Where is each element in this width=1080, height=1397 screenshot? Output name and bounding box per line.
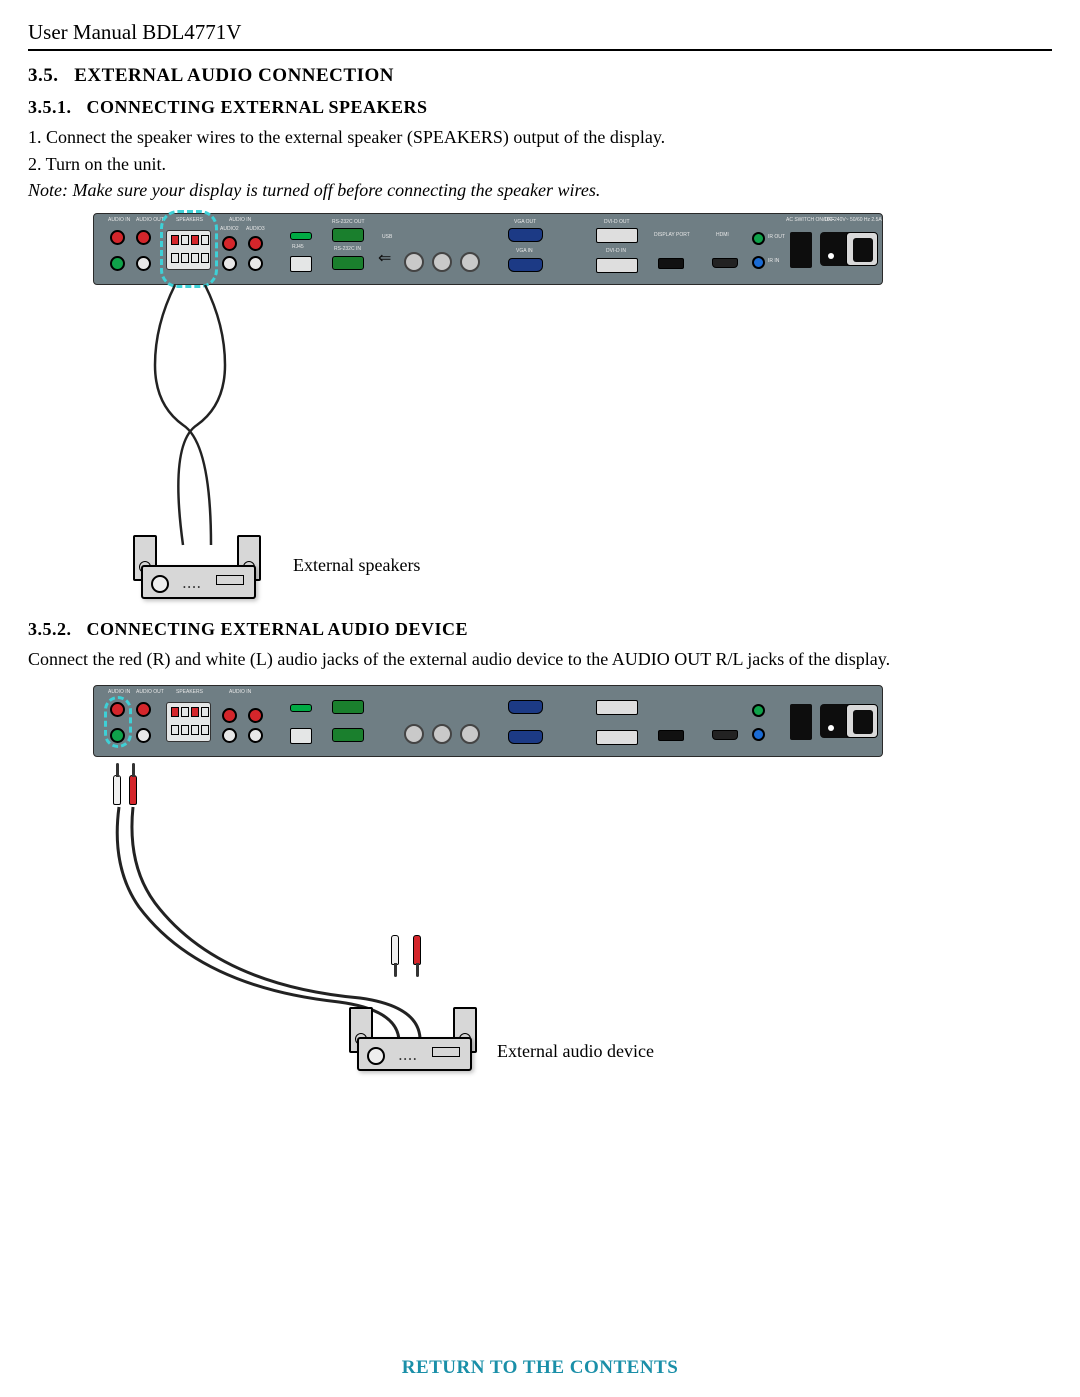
hdmi-port-b xyxy=(712,730,738,740)
bnc-pr xyxy=(460,252,480,272)
bnc-pb xyxy=(432,252,452,272)
audio-in-l-jack xyxy=(110,256,125,271)
highlight-speakers xyxy=(160,210,218,288)
bnc-y-b xyxy=(404,724,424,744)
speaker-terminal-block-b xyxy=(166,702,211,742)
vga-out-port-b xyxy=(508,700,543,714)
subsection-title: CONNECTING EXTERNAL SPEAKERS xyxy=(87,97,428,117)
audio2-r xyxy=(222,236,237,251)
label-audio3: AUDIO3 xyxy=(246,226,265,232)
label-ir-out: IR OUT xyxy=(768,234,785,240)
rj45-led-b xyxy=(290,704,312,712)
heading-3-5-1: 3.5.1. CONNECTING EXTERNAL SPEAKERS xyxy=(28,97,1052,118)
displayport-port-b xyxy=(658,730,684,741)
audio-out-r-jack-b xyxy=(136,702,151,717)
ir-in-jack-b xyxy=(752,728,765,741)
audio3-l-b xyxy=(248,728,263,743)
audio-out-r-jack xyxy=(136,230,151,245)
label-hdmi: HDMI xyxy=(716,232,729,238)
step-1: 1. Connect the speaker wires to the exte… xyxy=(28,124,1052,151)
label-dvi-in: DVI-D IN xyxy=(606,248,626,254)
audio3-r xyxy=(248,236,263,251)
note-3-5-1: Note: Make sure your display is turned o… xyxy=(28,180,1052,201)
rj45-port xyxy=(290,256,312,272)
label-audio-out: AUDIO OUT xyxy=(136,217,164,223)
vga-in-port xyxy=(508,258,543,272)
label-usb: USB xyxy=(382,234,392,240)
ac-switch-b xyxy=(790,704,812,740)
figure-3-5-1: AUDIO IN AUDIO OUT SPEAKERS AUDIO IN AU xyxy=(93,213,1052,605)
subsection-num-2: 3.5.2. xyxy=(28,619,72,639)
heading-3-5: 3.5. EXTERNAL AUDIO CONNECTION xyxy=(28,65,1052,87)
dvi-out-port-b xyxy=(596,700,638,715)
rj45-port-b xyxy=(290,728,312,744)
subsection-title-2: CONNECTING EXTERNAL AUDIO DEVICE xyxy=(87,619,469,639)
usb-icon: ⇐ xyxy=(378,248,391,268)
body-3-5-2: Connect the red (R) and white (L) audio … xyxy=(28,646,1052,673)
section-title: EXTERNAL AUDIO CONNECTION xyxy=(74,65,394,86)
label-audio-in-2b: AUDIO IN xyxy=(229,689,251,695)
rs232-in-port xyxy=(332,256,364,270)
label-dvi-out: DVI-D OUT xyxy=(604,219,630,225)
ac-inlet-b xyxy=(846,704,878,738)
label-rj45: RJ45 xyxy=(292,244,304,250)
label-audio-in: AUDIO IN xyxy=(108,217,130,223)
ir-out-jack-b xyxy=(752,704,765,717)
bnc-y xyxy=(404,252,424,272)
label-audio-out-b: AUDIO OUT xyxy=(136,689,164,695)
display-rear-panel: AUDIO IN AUDIO OUT SPEAKERS AUDIO IN AU xyxy=(93,213,883,285)
rs232-out-port-b xyxy=(332,700,364,714)
bnc-pr-b xyxy=(460,724,480,744)
label-speakers-b: SPEAKERS xyxy=(176,689,203,695)
callout-external-audio-device: External audio device xyxy=(497,1041,654,1062)
section-num: 3.5. xyxy=(28,65,59,86)
label-audio-in-2: AUDIO IN xyxy=(229,217,251,223)
heading-3-5-2: 3.5.2. CONNECTING EXTERNAL AUDIO DEVICE xyxy=(28,619,1052,640)
label-vga-out: VGA OUT xyxy=(514,219,536,225)
label-vga-in: VGA IN xyxy=(516,248,533,254)
highlight-audio-out xyxy=(104,696,132,748)
label-rs232-out: RS-232C OUT xyxy=(332,219,365,225)
rs232-in-port-b xyxy=(332,728,364,742)
callout-external-speakers: External speakers xyxy=(293,555,420,576)
dvi-in-port xyxy=(596,258,638,273)
label-dp: DISPLAY PORT xyxy=(654,232,690,238)
vga-out-port xyxy=(508,228,543,242)
hdmi-port xyxy=(712,258,738,268)
audio2-r-b xyxy=(222,708,237,723)
step-2: 2. Turn on the unit. xyxy=(28,151,1052,178)
vga-in-port-b xyxy=(508,730,543,744)
rj45-led xyxy=(290,232,312,240)
return-to-contents-link[interactable]: RETURN TO THE CONTENTS xyxy=(0,1357,1080,1379)
bnc-pb-b xyxy=(432,724,452,744)
label-audio2: AUDIO2 xyxy=(220,226,239,232)
rca-plug-bottom-red xyxy=(411,935,423,977)
audio-in-r-jack xyxy=(110,230,125,245)
dvi-in-port-b xyxy=(596,730,638,745)
label-audio-in-b: AUDIO IN xyxy=(108,689,130,695)
label-ir-in: IR IN xyxy=(768,258,779,264)
label-rs232-in: RS-232C IN xyxy=(334,246,361,252)
audio-out-l-jack-b xyxy=(136,728,151,743)
audio-out-l-jack xyxy=(136,256,151,271)
audio2-l xyxy=(222,256,237,271)
external-audio-device-icon: •••• xyxy=(357,1037,472,1071)
ac-switch xyxy=(790,232,812,268)
amplifier-icon: •••• xyxy=(141,565,256,599)
display-rear-panel-2: AUDIO IN AUDIO OUT SPEAKERS AUDIO IN xyxy=(93,685,883,757)
audio3-r-b xyxy=(248,708,263,723)
label-ac-in: 100-240V~ 50/60 Hz 2.5A xyxy=(824,217,882,223)
displayport-port xyxy=(658,258,684,269)
dvi-out-port xyxy=(596,228,638,243)
audio2-l-b xyxy=(222,728,237,743)
ir-in-jack xyxy=(752,256,765,269)
rs232-out-port xyxy=(332,228,364,242)
page-header: User Manual BDL4771V xyxy=(28,20,1052,51)
ac-inlet xyxy=(846,232,878,266)
figure-3-5-2: AUDIO IN AUDIO OUT SPEAKERS AUDIO IN xyxy=(93,685,1052,1097)
audio3-l xyxy=(248,256,263,271)
rca-plug-bottom-white xyxy=(389,935,401,977)
subsection-num: 3.5.1. xyxy=(28,97,72,117)
ir-out-jack xyxy=(752,232,765,245)
